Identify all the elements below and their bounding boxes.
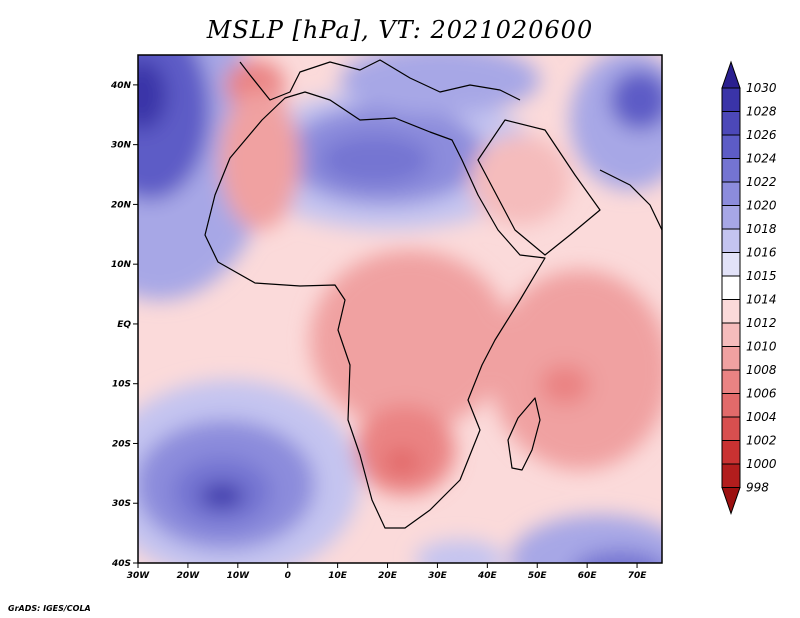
colorbar-swatch bbox=[721, 134, 741, 159]
colorbar-swatch bbox=[721, 322, 741, 347]
colorbar-swatch bbox=[721, 228, 741, 253]
map-frame bbox=[137, 54, 663, 564]
colorbar-swatch bbox=[721, 299, 741, 324]
colorbar-swatch bbox=[721, 158, 741, 183]
colorbar-swatch bbox=[721, 252, 741, 277]
africa-coastline bbox=[204, 91, 546, 529]
colorbar-label: 1028 bbox=[746, 105, 777, 119]
colorbar-swatch bbox=[721, 369, 741, 394]
colorbar-swatch bbox=[721, 111, 741, 136]
y-tick-label: 10N bbox=[111, 260, 132, 270]
madagascar-coastline bbox=[507, 397, 541, 471]
colorbar-label: 1006 bbox=[746, 387, 777, 401]
colorbar-swatch bbox=[721, 205, 741, 230]
colorbar-swatch bbox=[721, 181, 741, 206]
central-africa-low bbox=[310, 250, 510, 430]
colorbar-swatch bbox=[721, 275, 741, 300]
colorbar-swatch bbox=[721, 440, 741, 465]
colorbar-label: 1010 bbox=[746, 340, 777, 354]
colorbar-label: 1020 bbox=[746, 199, 777, 213]
x-tick-label: 40E bbox=[477, 571, 498, 581]
colorbar-bottom-arrow bbox=[721, 487, 741, 516]
colorbar-label: 1014 bbox=[746, 293, 777, 307]
x-tick-label: 20W bbox=[177, 571, 201, 581]
colorbar: 1030 1028 1026 1024 1022 1020 1018 1016 1015 1014… bbox=[721, 60, 777, 516]
x-tick-label: 0 bbox=[285, 571, 291, 581]
pressure-blobs bbox=[138, 55, 662, 563]
asia-high-core bbox=[610, 70, 662, 130]
x-tick-label: 60E bbox=[578, 571, 598, 581]
colorbar-label: 998 bbox=[746, 481, 769, 495]
x-tick-label: 10W bbox=[227, 571, 251, 581]
colorbar-swatch bbox=[721, 346, 741, 371]
y-tick-label: EQ bbox=[117, 320, 131, 330]
indian-ocean-low-core bbox=[540, 365, 590, 405]
colorbar-label: 1022 bbox=[746, 175, 777, 189]
colorbar-label: 1002 bbox=[746, 434, 777, 448]
y-tick-label: 20S bbox=[112, 439, 131, 449]
y-axis: 40N 30N 20N 10N EQ 10S 20S 30S 40S bbox=[110, 81, 138, 569]
colorbar-label: 1030 bbox=[746, 81, 777, 95]
x-tick-label: 30E bbox=[428, 571, 448, 581]
footer-credit: GrADS: IGES/COLA bbox=[8, 604, 91, 613]
y-tick-label: 30N bbox=[111, 141, 132, 151]
colorbar-label: 1016 bbox=[746, 246, 777, 260]
colorbar-swatch bbox=[721, 463, 741, 488]
pressure-field bbox=[138, 55, 662, 563]
colorbar-label: 1026 bbox=[746, 128, 777, 142]
southeast-high-core bbox=[576, 550, 662, 563]
colorbar-label: 1024 bbox=[746, 152, 777, 166]
y-tick-label: 30S bbox=[112, 499, 131, 509]
colorbar-swatch bbox=[721, 416, 741, 441]
colorbar-swatch bbox=[721, 87, 741, 112]
southern-ocean-high bbox=[415, 540, 505, 563]
x-tick-label: 50E bbox=[528, 571, 548, 581]
asia-coastline bbox=[599, 169, 662, 231]
colorbar-label: 1018 bbox=[746, 222, 777, 236]
chart-title: MSLP [hPa], VT: 2021020600 bbox=[206, 16, 594, 44]
southern-africa-low-core bbox=[384, 448, 420, 476]
atlantic-high-core bbox=[138, 60, 167, 130]
arabia-coastline bbox=[477, 119, 601, 256]
colorbar-label: 1012 bbox=[746, 316, 777, 330]
mediterranean-high bbox=[340, 55, 540, 115]
colorbar-label: 1015 bbox=[746, 269, 777, 283]
colorbar-label: 1000 bbox=[746, 457, 777, 471]
colorbar-label: 1004 bbox=[746, 410, 777, 424]
x-tick-label: 70E bbox=[628, 571, 648, 581]
x-tick-label: 30W bbox=[127, 571, 151, 581]
coastlines bbox=[204, 59, 662, 529]
south-atlantic-high-core bbox=[200, 484, 244, 508]
x-axis: 30W 20W 10W 0 10E 20E 30E 40E 50E 60E 70E bbox=[127, 563, 647, 581]
colorbar-label: 1008 bbox=[746, 363, 777, 377]
x-tick-label: 10E bbox=[328, 571, 348, 581]
y-tick-label: 40N bbox=[110, 81, 132, 91]
colorbar-top-arrow bbox=[721, 60, 741, 89]
northwest-africa-low bbox=[220, 90, 300, 230]
y-tick-label: 20N bbox=[111, 200, 132, 210]
colorbar-swatch bbox=[721, 393, 741, 418]
arabia-low bbox=[470, 135, 570, 225]
y-tick-label: 40S bbox=[111, 559, 131, 569]
y-tick-label: 10S bbox=[112, 380, 131, 390]
europe-coastline bbox=[239, 59, 521, 101]
x-tick-label: 20E bbox=[378, 571, 398, 581]
sahara-high-core bbox=[320, 135, 430, 185]
